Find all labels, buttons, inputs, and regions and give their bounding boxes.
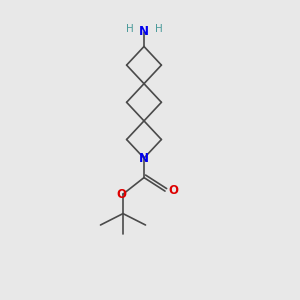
Text: O: O	[168, 184, 178, 197]
Text: N: N	[139, 152, 149, 165]
Text: H: H	[126, 24, 134, 34]
Text: N: N	[139, 25, 149, 38]
Text: O: O	[116, 188, 127, 201]
Text: H: H	[154, 24, 162, 34]
